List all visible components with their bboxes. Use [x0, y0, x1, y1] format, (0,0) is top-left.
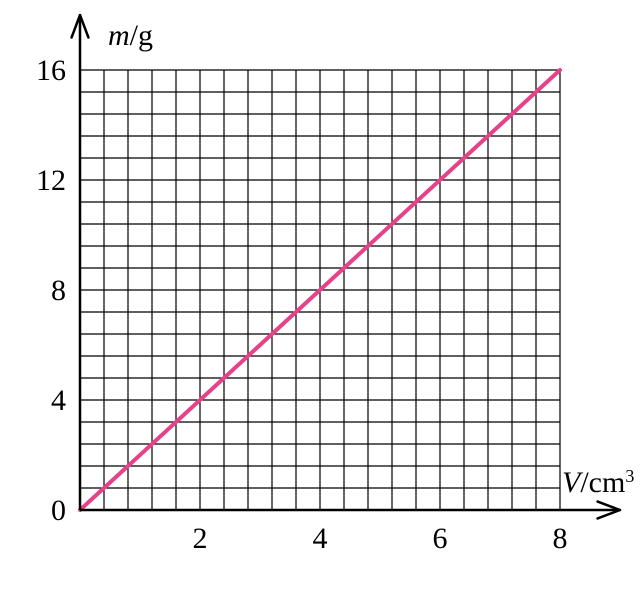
y-tick-label: 8 — [51, 274, 66, 307]
y-tick-label: 0 — [51, 494, 66, 527]
y-axis-label: m/g — [108, 19, 153, 52]
x-tick-label: 4 — [313, 522, 328, 555]
y-tick-label: 12 — [36, 164, 66, 197]
chart-svg: 2 4 6 8 0 4 8 12 16 m/g V/cm3 — [0, 0, 642, 591]
x-tick-label: 6 — [433, 522, 448, 555]
y-tick-label: 4 — [51, 384, 66, 417]
density-chart: 2 4 6 8 0 4 8 12 16 m/g V/cm3 — [0, 0, 642, 591]
y-tick-label: 16 — [36, 54, 66, 87]
x-tick-label: 8 — [553, 522, 568, 555]
x-axis-label: V/cm3 — [562, 466, 634, 499]
x-tick-label: 2 — [193, 522, 208, 555]
